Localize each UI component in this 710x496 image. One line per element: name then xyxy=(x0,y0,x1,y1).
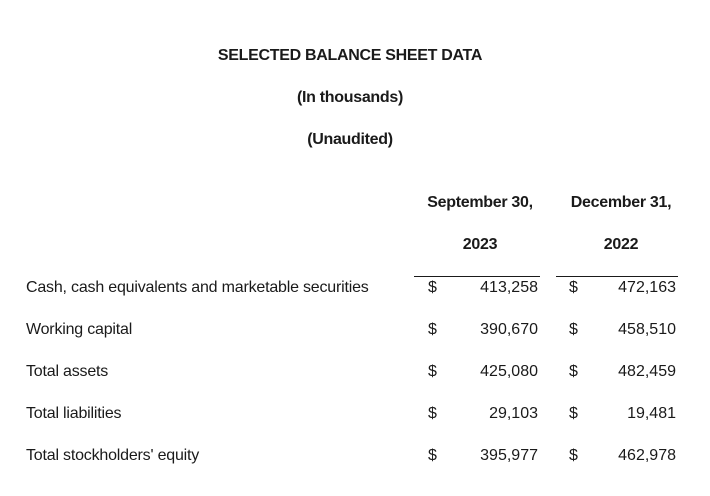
column-underline-current xyxy=(414,276,540,277)
currency-symbol: $ xyxy=(428,279,437,296)
currency-symbol: $ xyxy=(569,321,578,338)
currency-symbol: $ xyxy=(428,405,437,422)
value-prior: 458,510 xyxy=(618,321,676,338)
column-header-prior-date: December 31, xyxy=(570,194,672,211)
value-prior: 482,459 xyxy=(618,363,676,380)
audit-status-note: (Unaudited) xyxy=(307,131,393,148)
value-current: 413,258 xyxy=(480,279,538,296)
document-title: SELECTED BALANCE SHEET DATA xyxy=(217,47,483,64)
currency-symbol: $ xyxy=(428,363,437,380)
value-prior: 472,163 xyxy=(618,279,676,296)
row-label: Working capital xyxy=(26,321,133,338)
value-current: 425,080 xyxy=(480,363,538,380)
column-header-prior-year: 2022 xyxy=(603,236,639,253)
value-prior: 19,481 xyxy=(627,405,676,422)
column-header-current-year: 2023 xyxy=(462,236,498,253)
value-prior: 462,978 xyxy=(618,447,676,464)
value-current: 29,103 xyxy=(489,405,538,422)
row-label: Total stockholders' equity xyxy=(26,447,200,464)
value-current: 390,670 xyxy=(480,321,538,338)
row-label: Total liabilities xyxy=(26,405,122,422)
row-label: Cash, cash equivalents and marketable se… xyxy=(26,279,369,296)
column-underline-prior xyxy=(556,276,678,277)
currency-symbol: $ xyxy=(569,279,578,296)
currency-symbol: $ xyxy=(428,321,437,338)
currency-symbol: $ xyxy=(569,363,578,380)
currency-symbol: $ xyxy=(428,447,437,464)
value-current: 395,977 xyxy=(480,447,538,464)
column-header-current-date: September 30, xyxy=(427,194,533,211)
currency-symbol: $ xyxy=(569,447,578,464)
units-note: (In thousands) xyxy=(296,89,403,106)
currency-symbol: $ xyxy=(569,405,578,422)
row-label: Total assets xyxy=(26,363,109,380)
